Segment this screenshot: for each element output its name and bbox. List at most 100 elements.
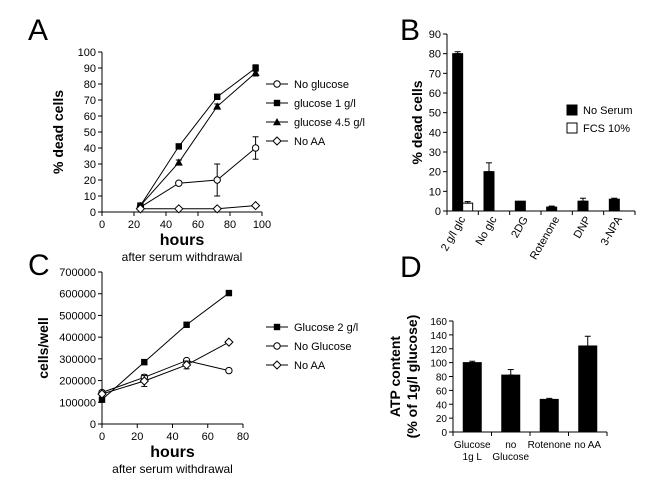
bar <box>452 53 464 212</box>
error-bar <box>611 197 618 200</box>
y-tick-label: 80 <box>84 79 96 91</box>
y-tick-label: 200000 <box>59 376 96 388</box>
error-bar <box>469 360 476 364</box>
panel-label-a: A <box>28 14 48 47</box>
x-category-label: Glucose <box>492 452 529 463</box>
bar <box>501 374 521 433</box>
legend-label: Glucose 2 g/l <box>294 322 358 334</box>
bar <box>539 398 559 433</box>
legend-marker <box>273 118 281 126</box>
legend-entry-no-glucose: No Glucose <box>266 341 351 353</box>
legend-label: glucose 4.5 g/l <box>294 117 365 129</box>
data-point <box>224 337 234 347</box>
legend-entry-no-serum: No Serum <box>566 104 633 117</box>
panel-label-d: D <box>400 251 422 284</box>
y-tick-label: 90 <box>429 29 441 41</box>
series-fcs-10 <box>462 201 474 212</box>
legend-swatch <box>566 104 578 116</box>
legend-entry-no-aa: No AA <box>266 360 326 372</box>
data-point <box>97 389 107 399</box>
y-tick-label: 0 <box>441 428 447 439</box>
y-tick-label: 600000 <box>59 289 96 301</box>
legend-label: No AA <box>294 136 326 148</box>
legend-entry-glucose-2-g-l: Glucose 2 g/l <box>266 322 358 334</box>
x-category-label: No glc <box>474 214 500 247</box>
x-tick-label: 40 <box>166 431 178 443</box>
legend-marker <box>273 342 281 350</box>
y-tick-label: 80 <box>429 49 441 61</box>
legend-label: No glucose <box>294 79 349 91</box>
series-line <box>140 72 256 206</box>
bar <box>462 202 474 212</box>
data-point <box>251 144 260 152</box>
x-tick-label: 60 <box>202 431 214 443</box>
y-axis-label: cells/well <box>35 317 51 378</box>
series-glucose-4-5-g-l <box>136 68 260 209</box>
y-tick-label: 160 <box>430 317 447 328</box>
y-tick-label: 140 <box>430 331 447 342</box>
data-point <box>139 376 150 386</box>
bar <box>462 362 482 433</box>
error-bar <box>464 201 471 204</box>
chart-a-dead-cells-time: 0 10 20 30 40 50 60 70 80 90 100 0 20 40 60 80 100 hoursa… <box>50 47 365 264</box>
legend-entry-no-glucose: No glucose <box>266 79 349 91</box>
error-bar <box>486 162 492 173</box>
data-point <box>175 143 182 150</box>
x-tick-label: 100 <box>253 219 271 231</box>
y-tick-label: 0 <box>90 207 96 219</box>
y-tick-label: 40 <box>84 143 96 155</box>
series-no-glucose <box>98 356 233 397</box>
bar <box>577 200 589 212</box>
data-point <box>135 204 146 214</box>
y-tick-label: 20 <box>84 175 96 187</box>
data-point <box>175 179 183 187</box>
y-tick-label: 120 <box>430 345 447 356</box>
y-tick-label: 80 <box>436 373 448 384</box>
x-category-label: 2 g/l glc <box>439 214 469 253</box>
y-tick-label: 20 <box>436 414 448 425</box>
y-axis-label: % dead cells <box>409 80 425 164</box>
data-point <box>98 396 106 403</box>
y-tick-label: 30 <box>429 147 441 159</box>
error-bar <box>584 335 591 347</box>
x-tick-label: 60 <box>192 219 204 231</box>
x-category-label: no <box>505 440 517 451</box>
legend-marker <box>273 80 281 88</box>
y-tick-label: 30 <box>84 159 96 171</box>
data-point <box>141 358 148 366</box>
error-bar <box>580 197 586 202</box>
x-tick-label: 20 <box>128 219 140 231</box>
x-category-label: 3-NPA <box>599 214 626 248</box>
series-line <box>140 205 256 210</box>
x-category-label: 2DG <box>509 215 531 241</box>
data-point <box>174 158 183 166</box>
data-point <box>225 366 233 375</box>
y-tick-label: 60 <box>429 88 441 100</box>
y-tick-label: 500000 <box>59 310 96 322</box>
y-tick-label: 0 <box>90 419 96 431</box>
data-point <box>251 68 260 76</box>
error-bar <box>546 397 553 400</box>
data-point <box>250 200 261 211</box>
panel-label-b: B <box>400 14 420 47</box>
legend-label: glucose 1 g/l <box>294 98 356 110</box>
data-point <box>214 93 221 100</box>
y-tick-label: 700000 <box>59 267 96 279</box>
data-point <box>181 360 192 370</box>
y-axis-sublabel: (% of 1g/l glucose) <box>404 315 420 439</box>
x-category-label: Rotenone <box>528 215 562 262</box>
y-tick-label: 10 <box>84 191 96 203</box>
y-tick-label: 100 <box>430 359 447 370</box>
legend-entry-glucose-1-g-l: glucose 1 g/l <box>266 98 356 110</box>
x-tick-label: 0 <box>99 219 105 231</box>
y-tick-label: 10 <box>429 186 441 198</box>
x-tick-label: 20 <box>131 431 143 443</box>
x-category-label: Rotenone <box>528 440 572 451</box>
legend-label: No AA <box>294 360 326 372</box>
series-glucose-2-g-l <box>98 289 233 403</box>
y-tick-label: 0 <box>435 206 441 218</box>
y-tick-label: 300000 <box>59 354 96 366</box>
legend-entry-fcs-10: FCS 10% <box>566 122 630 135</box>
error-bar <box>454 51 461 55</box>
